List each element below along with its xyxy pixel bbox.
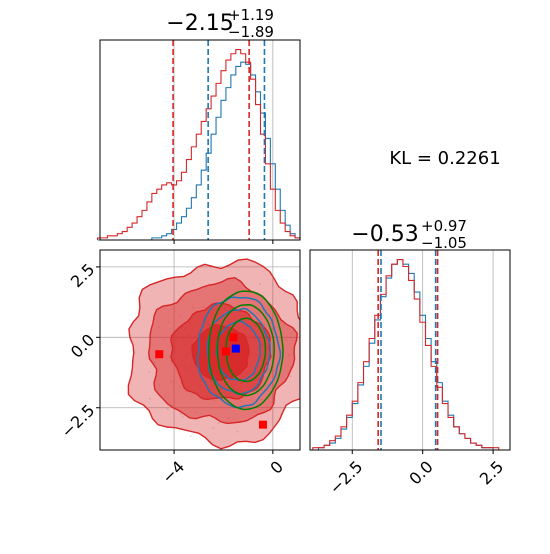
contour-green-level (208, 290, 284, 411)
hist-right-xticks: −2.5 0.0 2.5 (325, 457, 507, 498)
contour-sample-point (166, 407, 169, 410)
contour-sample-point (172, 388, 175, 391)
contour-sample-point (202, 306, 204, 309)
contour-sample-point (288, 354, 290, 357)
contour-sample-point (179, 386, 182, 389)
contour-sample-point (168, 356, 171, 359)
contour-sample-point (171, 363, 173, 365)
hist-top-title-sub: −1.89 (228, 23, 274, 41)
contour-sample-point (256, 312, 259, 315)
contour-sample-point (236, 430, 239, 433)
contour-sample-point (260, 389, 263, 392)
contour-sample-point (271, 369, 274, 372)
contour-blue-level (215, 320, 261, 382)
contour-sample-point (167, 321, 170, 324)
contour-series (127, 258, 300, 450)
hist-right-panel: −0.53 +0.97 −1.05 −2.5 0.0 2.5 (309, 217, 511, 498)
contour-sample-point (263, 323, 266, 326)
contour-sample-point (212, 399, 215, 402)
hist-right-frame (309, 249, 511, 451)
p0-series-0 (97, 61, 301, 241)
contour-marker (229, 333, 238, 342)
contour-sample-point (289, 375, 292, 378)
hist-right-quantile-lines (377, 250, 439, 450)
hist-right-title-sup: +0.97 (421, 217, 467, 235)
contour-sample-point (153, 361, 156, 364)
contour-sample-point (195, 411, 198, 414)
contour-ytick-label: 2.5 (67, 260, 98, 291)
hist-top-frame (99, 39, 301, 241)
contour-sample-point (289, 366, 292, 369)
hist-right-grid (351, 250, 494, 454)
contour-sample-point (227, 416, 230, 419)
contour-sample-point (148, 371, 151, 373)
contour-sample-point (169, 359, 172, 362)
hist-top-series (96, 48, 301, 241)
contour-panel: −4 0 2.5 0.0 −2.5 (57, 249, 301, 487)
contour-sample-point (158, 384, 161, 387)
contour-sample-point (189, 435, 192, 437)
hist-right-title-sub: −1.05 (421, 234, 467, 252)
contour-sample-point (260, 398, 263, 401)
contour-sample-point (212, 427, 215, 430)
hist-right-title: −0.53 (351, 222, 418, 247)
hist-top-title: −2.15 (166, 11, 233, 36)
hist-right-xtick-label: 2.5 (476, 457, 507, 488)
contour-sample-point (157, 326, 160, 328)
contour-sample-point (192, 306, 195, 309)
contour-sample-point (163, 338, 166, 341)
hist-top-title-sup: +1.19 (228, 6, 274, 24)
contour-frame (99, 249, 301, 451)
p0-series-1 (96, 48, 301, 240)
contour-sample-point (182, 415, 184, 418)
contour-xtick-label: 0 (266, 457, 287, 478)
contour-marker (258, 420, 267, 429)
contour-sample-point (240, 400, 243, 402)
contour-blue-level (206, 307, 271, 396)
p1-series-0 (312, 258, 510, 451)
contour-sample-point (173, 369, 176, 372)
contour-sample-point (149, 397, 151, 400)
contour-sample-point (185, 390, 187, 393)
hist-right-xtick-label: 0.0 (405, 457, 436, 488)
kl-label: KL = 0.2261 (389, 148, 500, 169)
contour-sample-point (217, 422, 220, 424)
contour-markers (155, 333, 267, 429)
contour-sample-point (226, 301, 229, 303)
contour-marker (221, 347, 230, 356)
contour-sample-point (266, 370, 269, 373)
hist-top-grid (173, 40, 274, 244)
contour-xtick-label: −4 (158, 457, 188, 487)
contour-sample-point (261, 299, 263, 301)
p1-series-1 (312, 258, 510, 451)
hist-top-panel: −2.15 +1.19 −1.89 (96, 6, 301, 244)
hist-right-xtick-label: −2.5 (325, 457, 366, 498)
contour-ytick-label: −2.5 (57, 401, 98, 442)
contour-sample-point (271, 284, 274, 287)
contour-sample-point (178, 315, 181, 318)
hist-top-title-main: −2.15 (166, 11, 233, 36)
contour-ytick-label: 0.0 (67, 330, 98, 361)
hist-top-quantile-lines (172, 40, 266, 240)
contour-sample-point (285, 339, 288, 341)
contour-blue-level (196, 296, 282, 409)
contour-marker (231, 344, 240, 353)
hist-right-series (312, 258, 510, 451)
contour-sample-point (179, 413, 182, 416)
contour-sample-point (259, 282, 262, 285)
contour-marker (155, 350, 164, 359)
hist-right-title-main: −0.53 (351, 222, 418, 247)
contour-green-level (216, 303, 275, 397)
contour-sample-point (251, 398, 253, 401)
contour-sample-point (171, 380, 174, 383)
